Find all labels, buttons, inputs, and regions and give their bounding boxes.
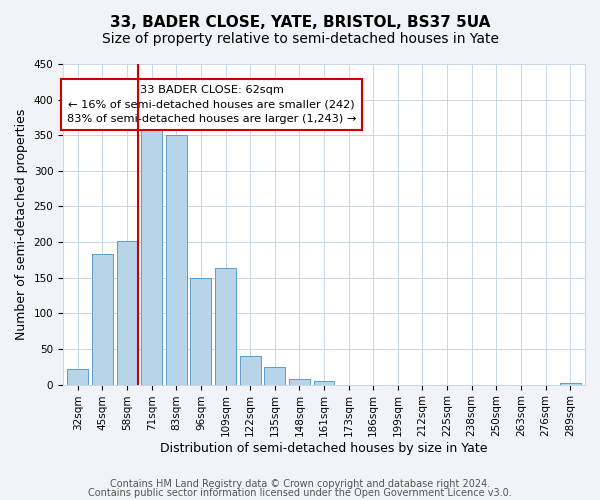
Bar	[239, 356, 260, 384]
Bar	[215, 268, 236, 384]
Text: 33 BADER CLOSE: 62sqm
← 16% of semi-detached houses are smaller (242)
83% of sem: 33 BADER CLOSE: 62sqm ← 16% of semi-deta…	[67, 85, 356, 124]
Text: Contains HM Land Registry data © Crown copyright and database right 2024.: Contains HM Land Registry data © Crown c…	[110, 479, 490, 489]
Text: 33, BADER CLOSE, YATE, BRISTOL, BS37 5UA: 33, BADER CLOSE, YATE, BRISTOL, BS37 5UA	[110, 15, 490, 30]
Bar	[265, 367, 285, 384]
Y-axis label: Number of semi-detached properties: Number of semi-detached properties	[15, 108, 28, 340]
Bar	[166, 134, 187, 384]
Text: Contains public sector information licensed under the Open Government Licence v3: Contains public sector information licen…	[88, 488, 512, 498]
Bar	[289, 379, 310, 384]
X-axis label: Distribution of semi-detached houses by size in Yate: Distribution of semi-detached houses by …	[160, 442, 488, 455]
Bar	[560, 383, 581, 384]
Bar	[314, 381, 334, 384]
Text: Size of property relative to semi-detached houses in Yate: Size of property relative to semi-detach…	[101, 32, 499, 46]
Bar	[67, 369, 88, 384]
Bar	[141, 126, 162, 384]
Bar	[190, 278, 211, 384]
Bar	[92, 254, 113, 384]
Bar	[116, 240, 137, 384]
